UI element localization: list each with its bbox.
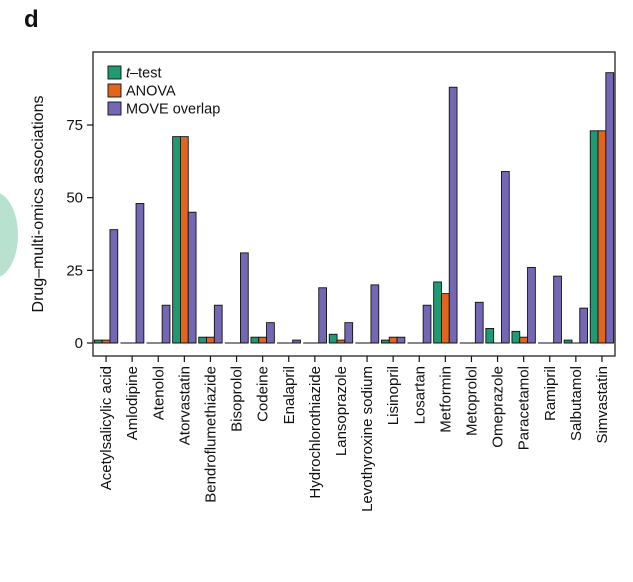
bar bbox=[109, 229, 119, 344]
x-tick-label: Losartan bbox=[411, 366, 428, 424]
bar bbox=[206, 336, 215, 344]
x-tick-label: Bisoprolol bbox=[229, 366, 246, 432]
bar bbox=[433, 281, 442, 344]
x-tick-label: Amlodipine bbox=[124, 366, 141, 440]
bar bbox=[328, 333, 338, 344]
bar bbox=[422, 304, 432, 344]
x-tick-label: Lansoprazole bbox=[333, 366, 350, 456]
x-tick-label: Acetylsalicylic acid bbox=[98, 366, 115, 490]
legend-label-italic: t bbox=[126, 66, 131, 82]
plot-frame bbox=[92, 51, 616, 357]
y-tick-label: 50 bbox=[66, 190, 83, 207]
x-tick-label: Lisinopril bbox=[385, 366, 402, 425]
bar bbox=[239, 252, 249, 344]
bar bbox=[161, 304, 171, 344]
bar bbox=[198, 336, 208, 344]
bar bbox=[396, 336, 406, 344]
bar bbox=[527, 266, 536, 344]
bar bbox=[589, 130, 599, 344]
x-tick-label: Omeprazole bbox=[490, 366, 507, 448]
bar bbox=[344, 322, 354, 344]
x-tick-label: Hydrochlorothiazide bbox=[307, 366, 324, 499]
x-tick-label: Ramipril bbox=[542, 366, 559, 421]
bar bbox=[187, 211, 197, 344]
bar bbox=[172, 136, 181, 344]
bar bbox=[258, 336, 268, 344]
x-tick-label: Levothyroxine sodium bbox=[359, 366, 376, 512]
legend-label-rest: –test bbox=[130, 66, 161, 82]
bar bbox=[135, 203, 145, 344]
decorative-arc bbox=[0, 192, 18, 278]
bar bbox=[448, 86, 458, 344]
bar bbox=[553, 275, 562, 344]
x-tick-label: Metformin bbox=[437, 366, 454, 433]
legend-label: MOVE overlap bbox=[126, 102, 220, 118]
bar bbox=[519, 336, 529, 344]
x-tick-label: Bendroflumethiazide bbox=[202, 366, 219, 503]
x-tick-label: Enalapril bbox=[281, 366, 298, 424]
legend-swatch bbox=[107, 65, 122, 80]
bar bbox=[266, 322, 275, 344]
bar bbox=[318, 287, 328, 344]
x-tick-label: Metoprolol bbox=[463, 366, 480, 436]
bar bbox=[441, 293, 450, 344]
x-tick-label: Atorvastatin bbox=[176, 366, 193, 445]
bar bbox=[250, 336, 260, 344]
bar bbox=[179, 136, 189, 344]
y-tick-label: 25 bbox=[66, 262, 83, 279]
bar bbox=[579, 307, 589, 344]
y-tick-label: 0 bbox=[75, 335, 83, 352]
x-tick-label: Simvastatin bbox=[594, 366, 611, 444]
legend-label: t–test bbox=[126, 66, 161, 82]
x-tick-label: Paracetamol bbox=[516, 366, 533, 450]
legend-swatch bbox=[107, 101, 122, 116]
bar bbox=[485, 328, 495, 344]
panel-label: d bbox=[24, 6, 39, 33]
y-tick-label: 75 bbox=[66, 117, 83, 134]
bar bbox=[511, 330, 521, 344]
bar bbox=[370, 284, 380, 344]
bar bbox=[213, 304, 223, 344]
bar bbox=[501, 171, 510, 344]
bar bbox=[388, 336, 398, 344]
legend-label: ANOVA bbox=[126, 84, 176, 100]
bar bbox=[474, 301, 484, 344]
y-axis-title: Drug–multi-omics associations bbox=[30, 96, 47, 313]
bar bbox=[597, 130, 607, 344]
legend-swatch bbox=[107, 83, 122, 98]
x-tick-label: Atenolol bbox=[150, 366, 167, 420]
x-tick-label: Codeine bbox=[255, 366, 272, 422]
bar bbox=[605, 72, 615, 344]
x-tick-label: Salbutamol bbox=[568, 366, 585, 441]
